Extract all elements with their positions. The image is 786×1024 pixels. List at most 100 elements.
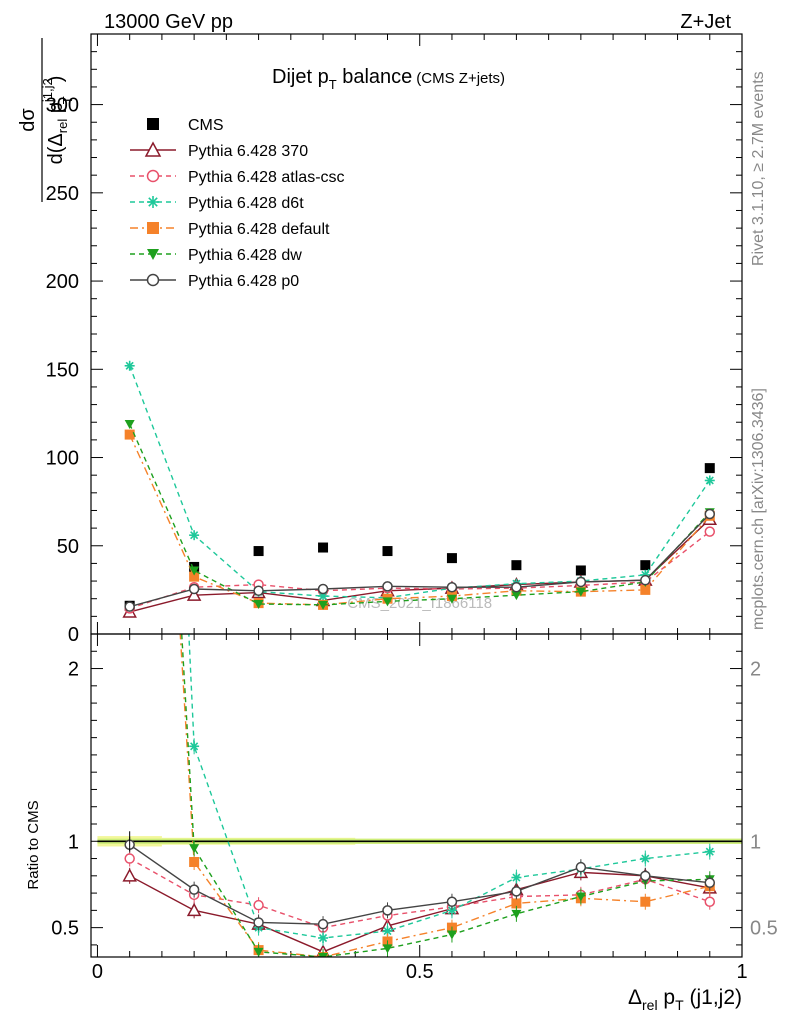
- y-tick-label-right: 2: [750, 659, 761, 681]
- y-tick-label: 150: [46, 359, 79, 381]
- header-left: 13000 GeV pp: [104, 11, 233, 33]
- legend-marker: [147, 118, 159, 130]
- data-point: [382, 944, 393, 954]
- data-point: [511, 872, 522, 883]
- data-point: [511, 886, 522, 897]
- legend-marker: [146, 169, 160, 183]
- y-tick-label: 300: [46, 95, 79, 117]
- y-axis-label-main: dσ d(Δrel pj1,j2 T): [17, 38, 75, 202]
- data-point: [640, 896, 651, 907]
- data-point: [704, 508, 716, 520]
- legend-item: Pythia 6.428 default: [130, 221, 330, 238]
- data-point: [575, 565, 586, 576]
- data-point: [122, 868, 137, 882]
- y-tick-label-right: 0.5: [750, 918, 778, 940]
- legend-marker: [146, 273, 160, 287]
- data-point: [382, 905, 393, 916]
- data-point: [318, 953, 329, 957]
- data-point: [446, 581, 458, 593]
- data-point: [124, 853, 135, 864]
- x-axis-label: Δrel pT (j1,j2): [628, 986, 742, 1013]
- series-line: [129, 434, 711, 606]
- y-tick-label: 250: [46, 183, 79, 205]
- ratio-frame: [90, 633, 743, 958]
- legend-item: Pythia 6.428 atlas-csc: [130, 169, 345, 186]
- data-point: [189, 530, 200, 541]
- data-point: [640, 870, 651, 882]
- y-tick-label-right: 1: [750, 831, 761, 853]
- series-line: [179, 634, 710, 957]
- legend-label: Pythia 6.428 370: [188, 143, 308, 160]
- series-line: [129, 365, 711, 599]
- data-point: [511, 581, 522, 593]
- data-point: [124, 360, 135, 371]
- plot-title: Dijet pT balance (CMS Z+jets): [272, 66, 505, 92]
- legend-label: Pythia 6.428 dw: [188, 247, 302, 264]
- legend-label: Pythia 6.428 default: [188, 221, 330, 238]
- data-point: [704, 526, 716, 537]
- data-point: [253, 899, 264, 911]
- data-point: [189, 857, 200, 867]
- data-point: [704, 463, 715, 474]
- series-line: [129, 871, 710, 953]
- series-line: [188, 634, 710, 939]
- data-point: [317, 583, 329, 595]
- y-tick-label: 100: [46, 448, 79, 470]
- data-point: [704, 846, 715, 857]
- data-point: [318, 542, 329, 553]
- x-tick-label: 1: [736, 961, 747, 983]
- data-point: [446, 553, 457, 564]
- data-point: [640, 560, 651, 571]
- series-line: [129, 531, 711, 610]
- data-point: [186, 902, 202, 917]
- legend-label: CMS: [188, 117, 224, 134]
- data-point: [446, 930, 457, 940]
- side-label-rivet: Rivet 3.1.10, ≥ 2.7M events: [750, 71, 767, 266]
- data-point: [317, 918, 329, 930]
- data-point: [253, 917, 264, 928]
- data-point: [189, 566, 200, 576]
- data-point: [511, 898, 522, 909]
- y-tick-label: 200: [46, 271, 79, 293]
- data-point: [253, 585, 264, 597]
- data-point: [446, 594, 457, 604]
- legend-item: Pythia 6.428 p0: [130, 273, 299, 290]
- x-tick-label: 0: [92, 961, 103, 983]
- series-line: [129, 423, 711, 606]
- data-point: [382, 581, 393, 592]
- y-tick-label: 0: [68, 624, 79, 646]
- data-point: [382, 597, 393, 607]
- data-point: [186, 587, 202, 601]
- data-point: [124, 420, 135, 429]
- ratio-panel: 0.5 0.51 12 20 0.5 1: [51, 633, 778, 983]
- data-point: [189, 571, 200, 582]
- svg-text:dσ: dσ: [17, 108, 39, 132]
- data-point: [640, 574, 651, 586]
- data-point: [189, 741, 200, 752]
- data-point: [640, 584, 651, 595]
- data-point: [382, 546, 393, 557]
- svg-text:d(Δrel pj1,j2T): d(Δrel pj1,j2 T): [40, 76, 75, 165]
- data-point: [640, 853, 651, 864]
- data-point: [575, 587, 586, 597]
- legend-marker: [147, 222, 159, 234]
- data-point: [575, 892, 586, 902]
- main-series: [122, 360, 718, 618]
- data-point: [511, 591, 522, 601]
- data-point: [575, 861, 587, 873]
- legend-marker: [147, 196, 159, 208]
- data-point: [253, 546, 264, 557]
- data-point: [575, 576, 587, 588]
- data-point: [188, 583, 200, 595]
- data-point: [511, 909, 522, 919]
- data-point: [124, 601, 135, 612]
- header-right: Z+Jet: [680, 11, 731, 33]
- data-point: [511, 560, 522, 571]
- legend-label: Pythia 6.428 p0: [188, 273, 299, 290]
- x-tick-label: 0.5: [406, 961, 434, 983]
- y-tick-label: 0.5: [51, 918, 79, 940]
- legend-item: Pythia 6.428 d6t: [130, 195, 304, 212]
- series-line: [181, 634, 710, 957]
